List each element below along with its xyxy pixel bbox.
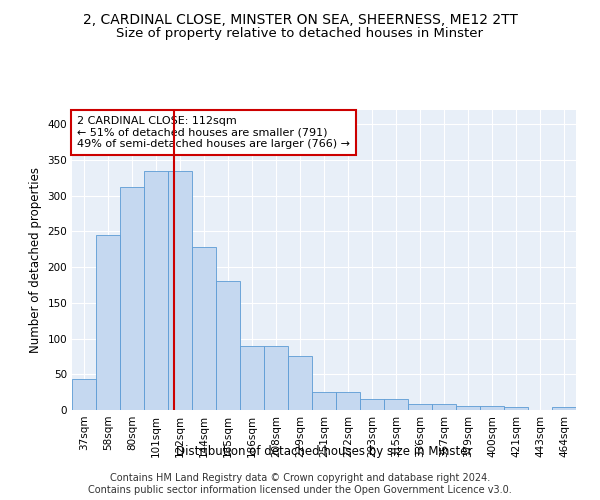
Bar bbox=[264, 346, 288, 410]
Text: 2 CARDINAL CLOSE: 112sqm
← 51% of detached houses are smaller (791)
49% of semi-: 2 CARDINAL CLOSE: 112sqm ← 51% of detach… bbox=[77, 116, 350, 149]
Bar bbox=[456, 406, 480, 410]
Text: 2, CARDINAL CLOSE, MINSTER ON SEA, SHEERNESS, ME12 2TT: 2, CARDINAL CLOSE, MINSTER ON SEA, SHEER… bbox=[83, 12, 517, 26]
Text: Size of property relative to detached houses in Minster: Size of property relative to detached ho… bbox=[116, 28, 484, 40]
Bar bbox=[360, 400, 384, 410]
Bar bbox=[504, 407, 528, 410]
Bar bbox=[168, 170, 192, 410]
Bar bbox=[120, 187, 144, 410]
Bar bbox=[336, 392, 360, 410]
Bar bbox=[216, 282, 240, 410]
Bar bbox=[192, 247, 216, 410]
Bar bbox=[408, 404, 432, 410]
Bar bbox=[312, 392, 336, 410]
Text: Distribution of detached houses by size in Minster: Distribution of detached houses by size … bbox=[176, 444, 472, 458]
Bar bbox=[480, 406, 504, 410]
Bar bbox=[96, 235, 120, 410]
Bar bbox=[240, 346, 264, 410]
Bar bbox=[432, 404, 456, 410]
Bar bbox=[552, 407, 576, 410]
Bar bbox=[72, 380, 96, 410]
Bar bbox=[384, 400, 408, 410]
Text: Contains HM Land Registry data © Crown copyright and database right 2024.
Contai: Contains HM Land Registry data © Crown c… bbox=[88, 474, 512, 495]
Y-axis label: Number of detached properties: Number of detached properties bbox=[29, 167, 42, 353]
Bar bbox=[288, 356, 312, 410]
Bar bbox=[144, 170, 168, 410]
